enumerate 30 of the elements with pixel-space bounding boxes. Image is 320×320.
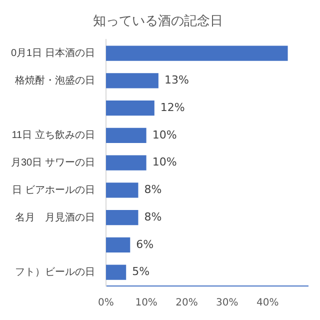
bar	[106, 46, 288, 61]
bar	[106, 100, 154, 116]
data-label: 12%	[160, 100, 185, 114]
data-label: 10%	[152, 128, 177, 142]
y-tick-label: 11日 立ち飲みの日	[12, 129, 95, 142]
y-tick-label: 0月1日 日本酒の日	[10, 47, 95, 60]
y-tick-label: 月30日 サワーの日	[10, 158, 95, 169]
x-tick-label: 10%	[135, 298, 158, 309]
bar	[106, 264, 126, 280]
x-tick-label: 40%	[256, 298, 279, 309]
y-tick-label: フト）ビールの日	[14, 267, 95, 278]
data-label: 8%	[144, 210, 162, 224]
bar	[106, 73, 158, 88]
y-tick-label: 格焼酎・泡盛の日	[14, 74, 95, 86]
x-tick-label: 30%	[216, 298, 238, 309]
x-tick-label: 20%	[176, 298, 198, 309]
chart-title: 知っている酒の記念日	[93, 14, 223, 30]
data-label: 8%	[144, 183, 162, 196]
data-label: 6%	[136, 238, 154, 251]
data-label: 13%	[164, 74, 189, 87]
x-tick-label: 0%	[98, 298, 114, 309]
data-label: 10%	[152, 156, 177, 169]
data-label: 5%	[132, 265, 150, 278]
y-tick-label: 日 ビアホールの日	[12, 184, 95, 196]
bar	[106, 237, 130, 252]
bar	[106, 155, 146, 170]
bar	[106, 128, 146, 143]
bar	[106, 182, 138, 198]
bar	[106, 210, 138, 226]
y-tick-label: 名月 月見酒の日	[14, 211, 95, 224]
